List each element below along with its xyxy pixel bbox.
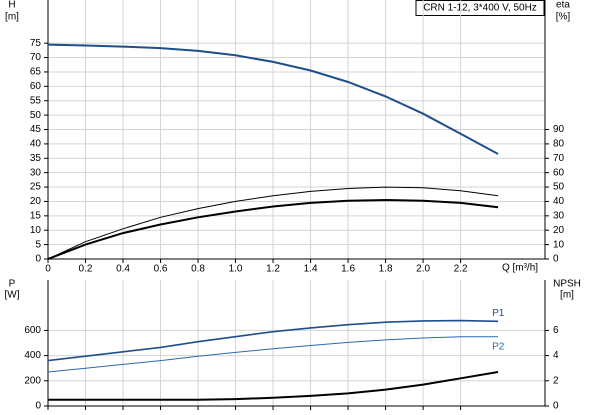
x-axis-label: Q [m³/h] bbox=[502, 263, 538, 274]
x-tick-label: 0.4 bbox=[116, 264, 130, 275]
x-tick-label: 0 bbox=[45, 264, 51, 275]
y2-axis-unit: [m] bbox=[560, 290, 574, 301]
y2-tick-label: 6 bbox=[553, 325, 559, 336]
curve-label: P1 bbox=[492, 308, 505, 319]
y-tick-label: 400 bbox=[24, 350, 41, 361]
curve bbox=[47, 319, 499, 362]
x-tick-label: 2.2 bbox=[454, 264, 468, 275]
y-tick-label: 50 bbox=[30, 110, 42, 121]
y2-tick-label: 70 bbox=[553, 153, 565, 164]
x-tick-label: 1.0 bbox=[229, 264, 243, 275]
y-tick-label: 10 bbox=[30, 225, 42, 236]
curve-label: P2 bbox=[492, 341, 505, 352]
chart-title: CRN 1-12, 3*400 V, 50Hz bbox=[423, 3, 537, 14]
y-tick-label: 0 bbox=[35, 254, 41, 265]
y2-tick-label: 60 bbox=[553, 167, 565, 178]
y-tick-label: 600 bbox=[24, 325, 41, 336]
y-tick-label: 55 bbox=[30, 95, 42, 106]
curve bbox=[47, 336, 499, 373]
title-box bbox=[415, 0, 545, 16]
y2-axis-label: eta bbox=[556, 0, 570, 11]
y2-tick-label: 4 bbox=[553, 350, 559, 361]
x-tick-label: 0.8 bbox=[191, 264, 205, 275]
x-tick-label: 0.6 bbox=[154, 264, 168, 275]
x-tick-label: 0.2 bbox=[79, 264, 93, 275]
y2-tick-label: 10 bbox=[553, 239, 565, 250]
y2-axis-unit: [%] bbox=[556, 12, 571, 23]
curve bbox=[47, 186, 499, 260]
y-axis-unit: [m] bbox=[5, 12, 19, 23]
y-tick-label: 40 bbox=[30, 139, 42, 150]
y2-tick-label: 20 bbox=[553, 225, 565, 236]
y-tick-label: 45 bbox=[30, 124, 42, 135]
y2-tick-label: 90 bbox=[553, 124, 565, 135]
y-axis-label: P bbox=[9, 279, 16, 290]
x-tick-label: 1.8 bbox=[379, 264, 393, 275]
x-tick-label: 1.4 bbox=[304, 264, 318, 275]
y2-tick-label: 0 bbox=[553, 254, 559, 265]
y-tick-label: 5 bbox=[35, 239, 41, 250]
y-tick-label: 35 bbox=[30, 153, 42, 164]
y-axis-unit: [W] bbox=[5, 290, 20, 301]
curve bbox=[47, 43, 499, 155]
y-tick-label: 65 bbox=[30, 67, 42, 78]
y-tick-label: 20 bbox=[30, 196, 42, 207]
y-tick-label: 25 bbox=[30, 182, 42, 193]
y2-axis-label: NPSH bbox=[553, 279, 581, 290]
x-tick-label: 1.2 bbox=[266, 264, 280, 275]
x-tick-label: 1.6 bbox=[341, 264, 355, 275]
y-tick-label: 30 bbox=[30, 167, 42, 178]
y2-tick-label: 50 bbox=[553, 182, 565, 193]
y-tick-label: 15 bbox=[30, 210, 42, 221]
curve bbox=[48, 371, 499, 401]
y2-tick-label: 80 bbox=[553, 139, 565, 150]
y-tick-label: 75 bbox=[30, 38, 42, 49]
y2-tick-label: 30 bbox=[553, 210, 565, 221]
y-tick-label: 200 bbox=[24, 375, 41, 386]
x-tick-label: 2.0 bbox=[416, 264, 430, 275]
y-tick-label: 70 bbox=[30, 52, 42, 63]
y2-tick-label: 2 bbox=[553, 375, 559, 386]
y2-tick-label: 0 bbox=[553, 401, 559, 412]
y-tick-label: 60 bbox=[30, 81, 42, 92]
y-tick-label: 0 bbox=[35, 401, 41, 412]
y2-tick-label: 40 bbox=[553, 196, 565, 207]
curve bbox=[47, 198, 499, 260]
y-axis-label: H bbox=[8, 0, 15, 11]
